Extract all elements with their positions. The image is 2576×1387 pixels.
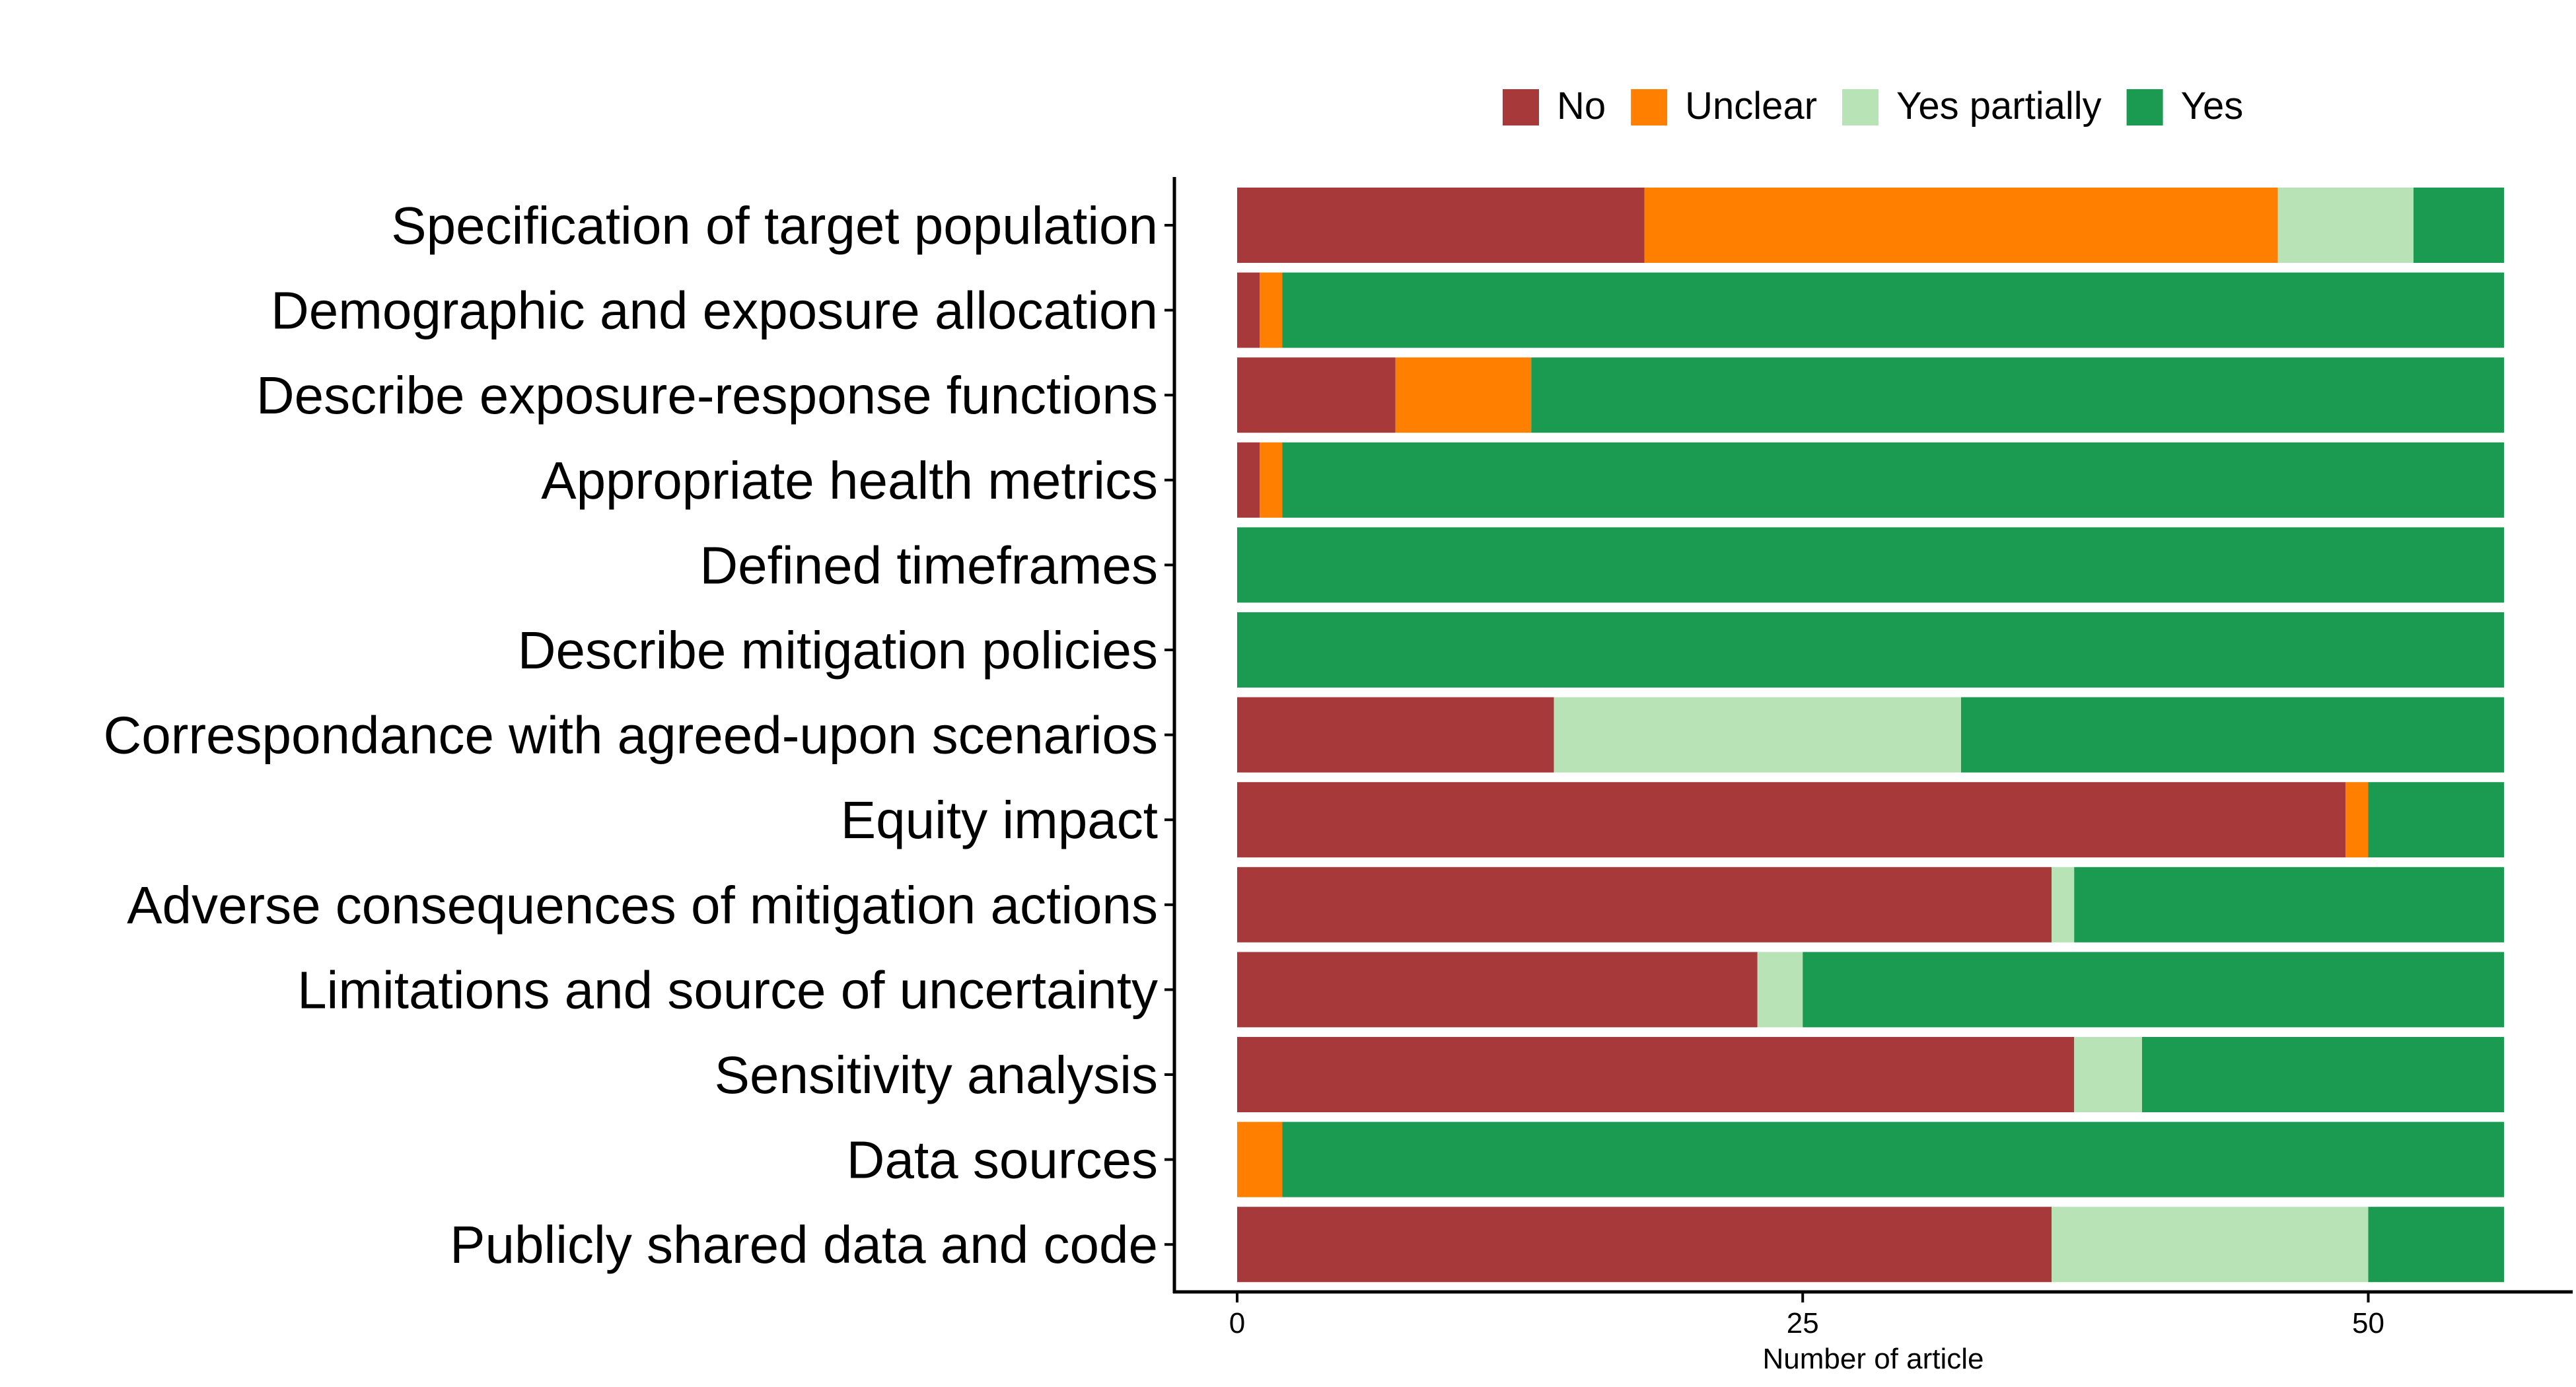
bar-demographic-and-exposure-allocation-yes — [1282, 272, 2504, 348]
bars — [1237, 188, 2504, 1283]
legend-swatch-yes-partially — [1842, 89, 1879, 125]
x-axis-ticks: 0 25 50 — [1229, 1293, 2384, 1339]
category-label: Adverse consequences of mitigation actio… — [127, 876, 1158, 935]
category-label: Defined timeframes — [699, 536, 1158, 594]
category-labels: Specification of target population Demogr… — [103, 196, 1158, 1274]
legend-label-no: No — [1557, 85, 1606, 127]
bar-demographic-and-exposure-allocation-unclear — [1260, 272, 1283, 348]
bar-equity-impact-unclear — [2345, 782, 2369, 858]
bar-equity-impact-yes — [2368, 782, 2504, 858]
axes — [1164, 177, 2573, 1294]
bar-sensitivity-analysis-no — [1237, 1037, 2075, 1112]
x-axis-title: Number of article — [1762, 1343, 1984, 1375]
bar-sensitivity-analysis-yes-partially — [2074, 1037, 2142, 1112]
bar-describe-exposure-response-functions-no — [1237, 357, 1396, 433]
legend-swatch-unclear — [1631, 89, 1668, 125]
x-tick-label: 25 — [1787, 1307, 1819, 1339]
bar-appropriate-health-metrics-no — [1237, 442, 1260, 518]
category-label: Sensitivity analysis — [715, 1046, 1158, 1104]
bar-specification-of-target-population-unclear — [1644, 188, 2278, 263]
category-label: Specification of target population — [391, 196, 1158, 255]
category-label: Correspondance with agreed-upon scenario… — [103, 706, 1158, 765]
legend-swatch-no — [1503, 89, 1539, 125]
bar-publicly-shared-data-and-code-yes — [2368, 1207, 2504, 1283]
bar-specification-of-target-population-no — [1237, 188, 1645, 263]
bar-defined-timeframes-yes — [1237, 527, 2504, 603]
category-label: Equity impact — [841, 791, 1158, 849]
bar-data-sources-unclear — [1237, 1121, 1283, 1197]
category-label: Demographic and exposure allocation — [271, 281, 1158, 340]
category-label: Data sources — [847, 1131, 1158, 1190]
legend-label-yes: Yes — [2181, 85, 2244, 127]
legend-label-unclear: Unclear — [1685, 85, 1817, 127]
bar-publicly-shared-data-and-code-no — [1237, 1207, 2052, 1283]
category-label: Describe mitigation policies — [518, 621, 1158, 680]
bar-describe-exposure-response-functions-unclear — [1395, 357, 1532, 433]
category-label: Appropriate health metrics — [541, 451, 1158, 510]
bar-correspondance-with-agreed-upon-scenarios-yes — [1961, 697, 2504, 773]
bar-appropriate-health-metrics-unclear — [1260, 442, 1283, 518]
category-label: Publicly shared data and code — [450, 1215, 1158, 1274]
x-tick-label: 0 — [1229, 1307, 1245, 1339]
bar-correspondance-with-agreed-upon-scenarios-yes-partially — [1554, 697, 1961, 773]
legend-swatch-yes — [2126, 89, 2163, 125]
bar-adverse-consequences-of-mitigation-actions-yes — [2074, 867, 2504, 942]
bar-describe-exposure-response-functions-yes — [1531, 357, 2504, 433]
bar-specification-of-target-population-yes-partially — [2277, 188, 2414, 263]
bar-describe-mitigation-policies-yes — [1237, 612, 2504, 688]
bar-publicly-shared-data-and-code-yes-partially — [2052, 1207, 2369, 1283]
bar-limitations-and-source-of-uncertainty-yes-partially — [1757, 952, 1803, 1028]
legend-label-yes-partially: Yes partially — [1896, 85, 2102, 127]
bar-limitations-and-source-of-uncertainty-no — [1237, 952, 1758, 1028]
bar-data-sources-yes — [1282, 1121, 2504, 1197]
legend: No Unclear Yes partially Yes — [1503, 85, 2243, 127]
bar-adverse-consequences-of-mitigation-actions-no — [1237, 867, 2052, 942]
bar-equity-impact-no — [1237, 782, 2346, 858]
bar-correspondance-with-agreed-upon-scenarios-no — [1237, 697, 1554, 773]
category-label: Limitations and source of uncertainty — [297, 960, 1158, 1019]
bar-sensitivity-analysis-yes — [2142, 1037, 2504, 1112]
bar-specification-of-target-population-yes — [2414, 188, 2504, 263]
bar-appropriate-health-metrics-yes — [1282, 442, 2504, 518]
category-label: Describe exposure-response functions — [256, 366, 1158, 425]
bar-limitations-and-source-of-uncertainty-yes — [1803, 952, 2504, 1028]
bar-demographic-and-exposure-allocation-no — [1237, 272, 1260, 348]
x-tick-label: 50 — [2352, 1307, 2384, 1339]
bar-adverse-consequences-of-mitigation-actions-yes-partially — [2052, 867, 2075, 942]
